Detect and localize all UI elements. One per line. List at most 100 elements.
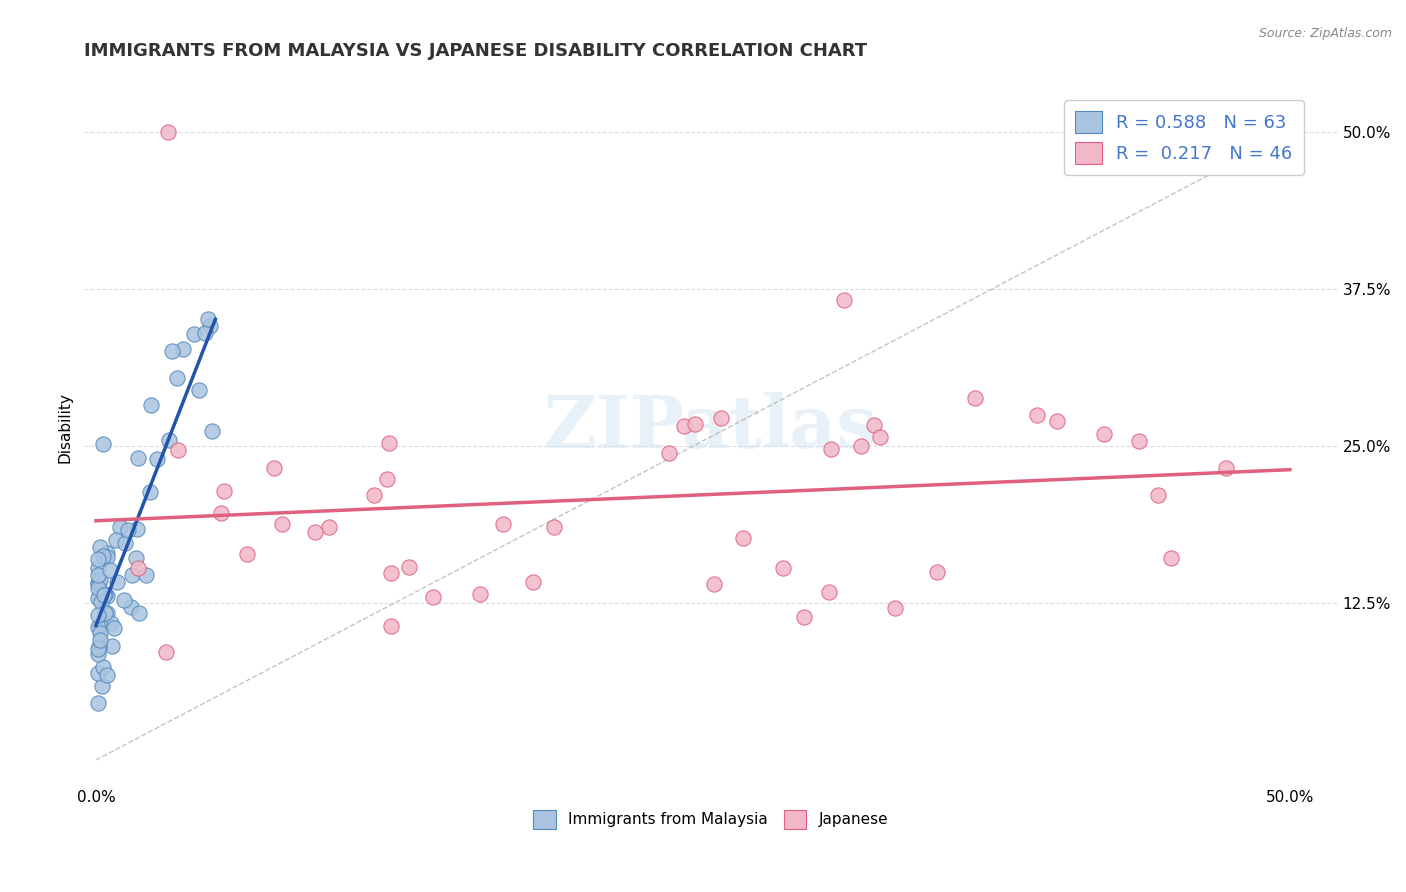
Immigrants from Malaysia <box>100 616 122 631</box>
Japanese <box>710 411 733 425</box>
Immigrants from Malaysia <box>159 434 181 448</box>
Japanese <box>1094 426 1116 441</box>
Immigrants from Malaysia <box>87 696 110 710</box>
Immigrants from Malaysia <box>166 370 188 384</box>
Y-axis label: Disability: Disability <box>58 392 72 463</box>
Japanese <box>863 417 886 432</box>
Immigrants from Malaysia <box>96 549 118 564</box>
Japanese <box>683 417 706 431</box>
Immigrants from Malaysia <box>128 606 150 620</box>
Immigrants from Malaysia <box>160 343 183 358</box>
Immigrants from Malaysia <box>89 619 111 633</box>
Immigrants from Malaysia <box>96 546 118 560</box>
Japanese <box>1160 550 1182 565</box>
Text: ZIPatlas: ZIPatlas <box>544 392 877 463</box>
Japanese <box>398 560 420 574</box>
Japanese <box>1026 408 1049 422</box>
Immigrants from Malaysia <box>146 452 169 467</box>
Japanese <box>380 566 402 580</box>
Immigrants from Malaysia <box>198 318 221 333</box>
Immigrants from Malaysia <box>89 541 111 555</box>
Immigrants from Malaysia <box>87 591 110 606</box>
Japanese <box>491 517 513 532</box>
Japanese <box>1128 434 1150 448</box>
Japanese <box>963 391 986 405</box>
Immigrants from Malaysia <box>172 342 194 356</box>
Immigrants from Malaysia <box>87 607 110 622</box>
Immigrants from Malaysia <box>90 679 112 693</box>
Japanese <box>543 519 565 533</box>
Japanese <box>377 435 399 450</box>
Immigrants from Malaysia <box>108 520 131 534</box>
Japanese <box>127 561 149 575</box>
Immigrants from Malaysia <box>87 665 110 680</box>
Japanese <box>271 517 294 532</box>
Immigrants from Malaysia <box>87 640 110 654</box>
Japanese <box>522 574 544 589</box>
Immigrants from Malaysia <box>91 437 114 451</box>
Immigrants from Malaysia <box>91 549 114 564</box>
Immigrants from Malaysia <box>87 576 110 591</box>
Immigrants from Malaysia <box>194 326 217 340</box>
Japanese <box>832 293 855 307</box>
Immigrants from Malaysia <box>135 567 157 582</box>
Immigrants from Malaysia <box>87 619 110 633</box>
Immigrants from Malaysia <box>96 667 118 681</box>
Text: Source: ZipAtlas.com: Source: ZipAtlas.com <box>1258 27 1392 40</box>
Immigrants from Malaysia <box>87 575 110 590</box>
Immigrants from Malaysia <box>87 561 110 575</box>
Immigrants from Malaysia <box>90 595 112 609</box>
Japanese <box>703 576 725 591</box>
Immigrants from Malaysia <box>93 606 115 620</box>
Immigrants from Malaysia <box>98 562 121 576</box>
Japanese <box>672 419 695 434</box>
Immigrants from Malaysia <box>89 632 111 647</box>
Japanese <box>375 472 398 486</box>
Japanese <box>925 565 948 579</box>
Japanese <box>658 446 681 460</box>
Japanese <box>820 442 842 456</box>
Japanese <box>422 590 444 604</box>
Immigrants from Malaysia <box>87 551 110 566</box>
Japanese <box>818 584 841 599</box>
Immigrants from Malaysia <box>127 522 149 536</box>
Immigrants from Malaysia <box>87 640 110 654</box>
Immigrants from Malaysia <box>114 536 136 550</box>
Immigrants from Malaysia <box>103 621 125 635</box>
Japanese <box>214 484 236 499</box>
Immigrants from Malaysia <box>96 606 118 620</box>
Legend: Immigrants from Malaysia, Japanese: Immigrants from Malaysia, Japanese <box>527 804 894 835</box>
Immigrants from Malaysia <box>104 533 127 547</box>
Immigrants from Malaysia <box>138 485 160 500</box>
Immigrants from Malaysia <box>87 581 110 595</box>
Japanese <box>263 461 285 475</box>
Text: IMMIGRANTS FROM MALAYSIA VS JAPANESE DISABILITY CORRELATION CHART: IMMIGRANTS FROM MALAYSIA VS JAPANESE DIS… <box>84 42 868 60</box>
Japanese <box>731 531 754 545</box>
Immigrants from Malaysia <box>183 326 205 341</box>
Immigrants from Malaysia <box>105 574 128 589</box>
Japanese <box>318 520 340 534</box>
Japanese <box>1046 414 1069 428</box>
Immigrants from Malaysia <box>87 648 110 662</box>
Japanese <box>1146 488 1168 502</box>
Japanese <box>1215 461 1237 475</box>
Immigrants from Malaysia <box>87 568 110 582</box>
Immigrants from Malaysia <box>201 424 224 438</box>
Japanese <box>468 587 491 601</box>
Japanese <box>380 619 402 633</box>
Immigrants from Malaysia <box>91 660 114 674</box>
Japanese <box>884 601 907 615</box>
Immigrants from Malaysia <box>188 384 211 398</box>
Immigrants from Malaysia <box>139 398 162 412</box>
Japanese <box>869 430 891 444</box>
Japanese <box>772 560 794 574</box>
Japanese <box>363 488 385 502</box>
Japanese <box>155 645 177 659</box>
Immigrants from Malaysia <box>120 599 142 614</box>
Japanese <box>793 609 815 624</box>
Japanese <box>166 442 188 457</box>
Immigrants from Malaysia <box>89 573 111 587</box>
Immigrants from Malaysia <box>94 587 117 601</box>
Japanese <box>849 439 872 453</box>
Immigrants from Malaysia <box>112 593 135 607</box>
